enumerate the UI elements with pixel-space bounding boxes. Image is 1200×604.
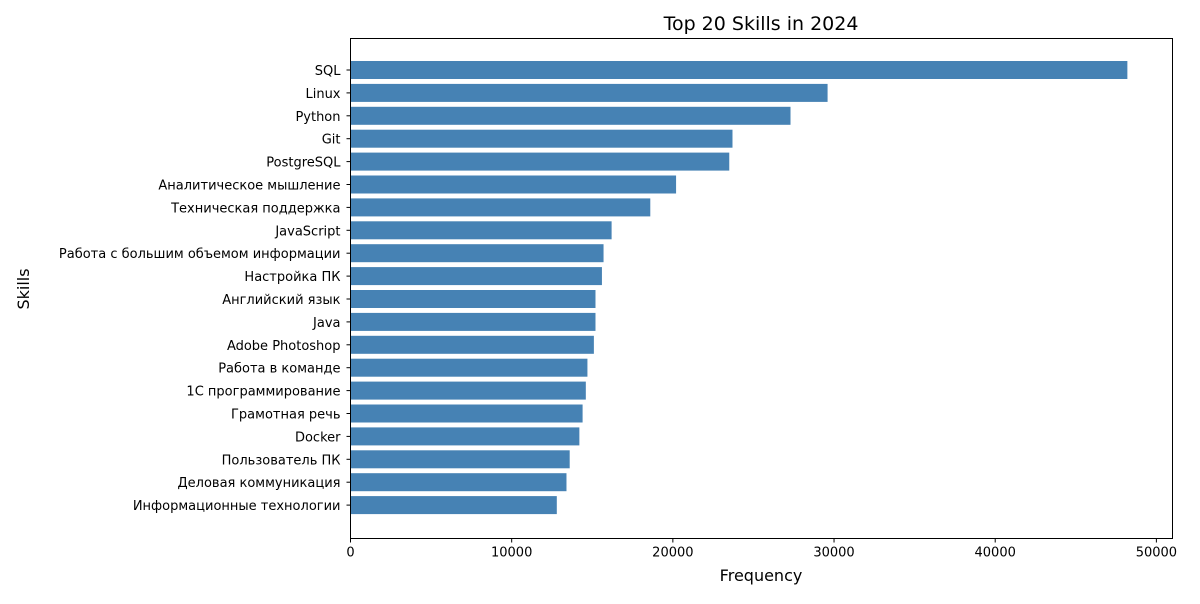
y-tick-label: Работа в команде (218, 362, 340, 377)
bar (350, 152, 730, 171)
y-tick-label: Техническая поддержка (170, 201, 340, 216)
y-tick-label: Настройка ПК (244, 270, 340, 285)
y-tick-label: Adobe Photoshop (227, 339, 341, 354)
bar (350, 244, 604, 263)
x-tick-label: 40000 (975, 546, 1016, 561)
x-tick-label: 10000 (491, 546, 532, 561)
y-tick-label: Git (322, 133, 341, 148)
bar (350, 61, 1128, 79)
y-tick-label: Деловая коммуникация (178, 476, 341, 491)
bar (350, 427, 580, 446)
bar (350, 381, 586, 400)
bar (350, 106, 791, 125)
y-axis-title: Skills (14, 268, 33, 309)
bar (350, 335, 594, 354)
bar (350, 473, 567, 492)
y-ticks-layer: SQL Linux Python Git PostgreSQL Аналитическое… (59, 64, 351, 514)
y-tick-label: Аналитическое мышление (158, 179, 340, 194)
bar (350, 290, 596, 308)
bar (350, 83, 828, 102)
bar (350, 312, 596, 331)
y-tick-label: JavaScript (274, 224, 340, 239)
y-tick-label: Python (295, 110, 340, 125)
bar (350, 175, 677, 194)
y-tick-label: Linux (305, 87, 340, 102)
bar (350, 358, 588, 377)
x-tick-label: 50000 (1136, 546, 1177, 561)
x-tick-label: 20000 (652, 546, 693, 561)
bar (350, 404, 583, 423)
bar (350, 198, 651, 217)
bar (350, 221, 612, 240)
x-ticks-layer: 0 10000 20000 30000 40000 50000 (346, 538, 1177, 561)
x-axis-title: Frequency (720, 566, 803, 585)
bar (350, 496, 557, 515)
y-tick-label: Английский язык (222, 293, 340, 308)
plot-frame (350, 38, 1173, 539)
chart-title: Top 20 Skills in 2024 (663, 13, 859, 35)
bar (350, 267, 602, 286)
bar (350, 129, 733, 148)
y-tick-label: PostgreSQL (266, 156, 341, 171)
x-tick-label: 0 (346, 546, 354, 561)
y-tick-label: 1С программирование (186, 385, 340, 400)
y-tick-label: Информационные технологии (133, 499, 341, 514)
bars-layer (350, 61, 1128, 515)
y-tick-label: Грамотная речь (231, 408, 341, 423)
y-tick-label: Docker (295, 430, 341, 445)
y-tick-label: Работа с большим объемом информации (59, 247, 341, 262)
bar (350, 450, 570, 469)
y-tick-label: Пользователь ПК (222, 453, 341, 468)
y-tick-label: Java (312, 316, 340, 331)
x-tick-label: 30000 (813, 546, 854, 561)
y-tick-label: SQL (315, 64, 341, 79)
